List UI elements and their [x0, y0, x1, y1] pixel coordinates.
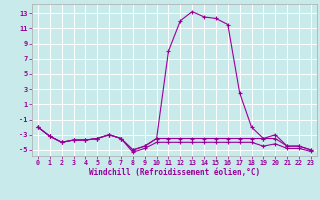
- X-axis label: Windchill (Refroidissement éolien,°C): Windchill (Refroidissement éolien,°C): [89, 168, 260, 177]
